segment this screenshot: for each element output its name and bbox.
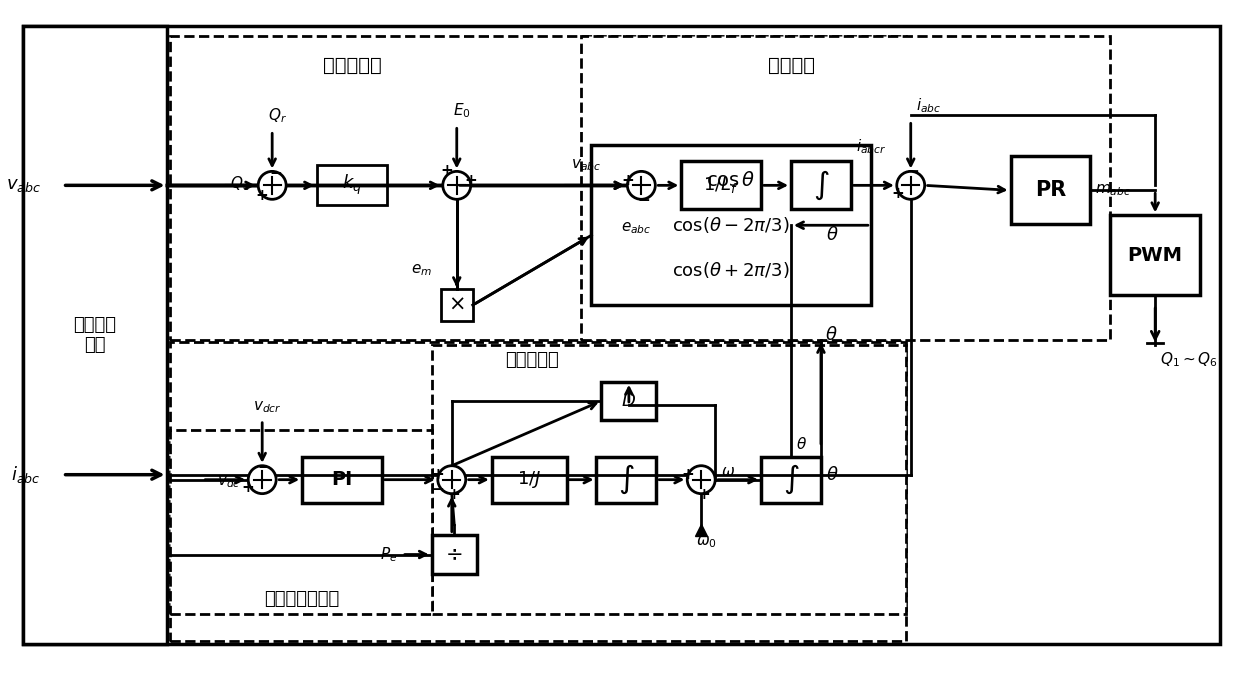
Text: $\cos\theta$: $\cos\theta$ [706, 171, 756, 190]
Text: $e_{abc}$: $e_{abc}$ [621, 220, 652, 236]
Bar [171, 342, 906, 641]
Text: +: + [698, 487, 711, 502]
Bar [581, 36, 1110, 340]
Bar [790, 161, 851, 209]
Text: $P_e$: $P_e$ [379, 545, 396, 564]
Text: PWM: PWM [1127, 246, 1183, 265]
Text: $\theta$: $\theta$ [826, 226, 839, 244]
Text: 瞬时功率
计算: 瞬时功率 计算 [73, 316, 116, 354]
Text: +: + [255, 188, 269, 202]
Text: +: + [891, 186, 904, 201]
Circle shape [627, 171, 655, 199]
Text: $\int$: $\int$ [813, 169, 829, 202]
Text: $\theta$: $\theta$ [795, 436, 807, 452]
Text: $v_{abc}$: $v_{abc}$ [571, 158, 601, 173]
Text: −: − [431, 482, 444, 497]
Text: 有功控制器: 有功控制器 [504, 351, 559, 369]
Text: $\int$: $\int$ [783, 463, 799, 496]
Text: $Q_e$: $Q_e$ [230, 174, 250, 192]
Text: PI: PI [331, 470, 353, 489]
Text: +: + [242, 480, 254, 495]
Text: $\cos(\theta+2\pi/3)$: $\cos(\theta+2\pi/3)$ [673, 260, 790, 280]
Text: −: − [907, 164, 919, 179]
Text: ÷: ÷ [446, 545, 463, 564]
Circle shape [248, 466, 276, 493]
Text: −: − [637, 193, 649, 208]
Bar [441, 289, 473, 321]
Bar [761, 457, 821, 503]
Text: $\omega_0$: $\omega_0$ [696, 535, 716, 550]
Text: +: + [431, 467, 444, 482]
Bar [681, 161, 761, 209]
Text: $\omega$: $\omega$ [721, 464, 735, 479]
Text: $E_0$: $E_0$ [453, 102, 471, 121]
Text: $i_{abc}$: $i_{abc}$ [11, 464, 41, 485]
Bar [601, 382, 657, 420]
Text: +: + [440, 163, 453, 178]
Text: $i_{abc}$: $i_{abc}$ [916, 97, 940, 115]
Text: 无功控制器: 无功控制器 [322, 56, 382, 75]
Text: +: + [621, 173, 634, 188]
Bar [22, 26, 167, 645]
Text: $v_{dc}$: $v_{dc}$ [217, 474, 240, 489]
Text: $m_{abc}$: $m_{abc}$ [1095, 182, 1131, 198]
Text: $\theta$: $\theta$ [825, 326, 838, 344]
Bar [317, 165, 387, 205]
Text: −: − [258, 460, 270, 475]
Text: $\cos(\theta-2\pi/3)$: $\cos(\theta-2\pi/3)$ [673, 215, 790, 236]
Bar [302, 457, 382, 503]
Circle shape [442, 171, 471, 199]
Bar [1011, 157, 1090, 224]
Text: 直流电压控制器: 直流电压控制器 [264, 591, 339, 608]
Bar [432, 535, 477, 574]
Text: +: + [447, 487, 460, 502]
Text: +: + [681, 467, 695, 482]
Text: $D$: $D$ [622, 392, 637, 410]
Text: PR: PR [1035, 180, 1066, 200]
Bar [492, 457, 566, 503]
Text: $v_{dcr}$: $v_{dcr}$ [253, 399, 281, 415]
Text: $1/J$: $1/J$ [517, 469, 541, 490]
Circle shape [688, 466, 715, 493]
Circle shape [897, 171, 924, 199]
Text: $\theta$: $\theta$ [826, 466, 839, 484]
Text: ×: × [449, 295, 466, 315]
Circle shape [258, 171, 286, 199]
Text: +: + [465, 173, 477, 188]
Text: $Q_1{\sim}Q_6$: $Q_1{\sim}Q_6$ [1160, 350, 1218, 369]
Bar [596, 457, 657, 503]
Text: $v_{abc}$: $v_{abc}$ [5, 176, 41, 194]
Bar [171, 430, 432, 614]
Text: $1/L_f$: $1/L_f$ [704, 176, 738, 195]
Text: $\int$: $\int$ [618, 463, 634, 496]
Text: $k_q$: $k_q$ [342, 173, 362, 198]
Bar [1110, 215, 1201, 295]
Circle shape [437, 466, 466, 493]
Text: $i_{abcr}$: $i_{abcr}$ [856, 138, 886, 157]
Bar [171, 36, 906, 340]
Bar [591, 145, 871, 305]
Text: −: − [270, 166, 282, 181]
Bar [432, 345, 906, 614]
Text: $Q_r$: $Q_r$ [268, 107, 286, 126]
Text: $e_m$: $e_m$ [411, 263, 432, 278]
Text: 电气部分: 电气部分 [767, 56, 814, 75]
